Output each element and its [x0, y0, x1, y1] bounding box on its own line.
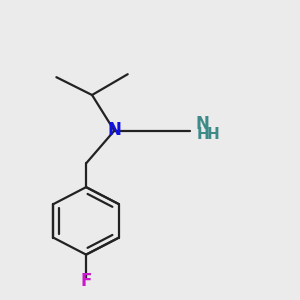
Text: N: N: [107, 121, 121, 139]
Text: H: H: [207, 127, 219, 142]
Text: N: N: [196, 115, 209, 133]
Text: F: F: [80, 272, 92, 290]
Text: H: H: [196, 127, 209, 142]
